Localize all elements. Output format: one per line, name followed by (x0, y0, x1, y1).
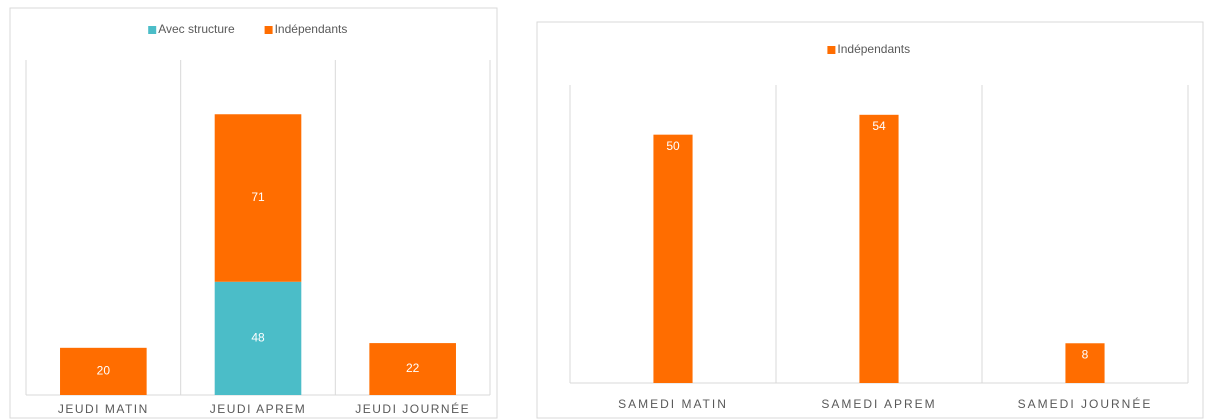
legend-label: Avec structure (158, 22, 235, 36)
bar (369, 343, 456, 395)
bar (1065, 343, 1105, 383)
data-label: 22 (406, 361, 420, 375)
data-label: 71 (251, 190, 265, 204)
data-label: 54 (872, 119, 886, 133)
x-tick-label: JEUDI APREM (210, 402, 307, 416)
x-tick-label: SAMEDI MATIN (618, 397, 728, 411)
x-tick-label: SAMEDI APREM (821, 397, 936, 411)
legend-label: Indépendants (837, 42, 910, 56)
data-label: 20 (97, 364, 111, 378)
x-tick-label: JEUDI MATIN (58, 402, 149, 416)
data-label: 48 (251, 331, 265, 345)
bar (60, 347, 147, 395)
legend-label: Indépendants (275, 22, 348, 36)
bar (214, 281, 302, 395)
x-tick-label: SAMEDI JOURNÉE (1018, 396, 1153, 411)
legend-swatch (827, 46, 836, 54)
x-tick-label: JEUDI JOURNÉE (355, 401, 470, 416)
data-label: 50 (666, 139, 680, 153)
legend-swatch (148, 26, 157, 34)
bar (214, 114, 302, 282)
legend-swatch (264, 26, 273, 34)
bar (859, 114, 899, 384)
bar (653, 134, 693, 383)
data-label: 8 (1082, 347, 1089, 361)
